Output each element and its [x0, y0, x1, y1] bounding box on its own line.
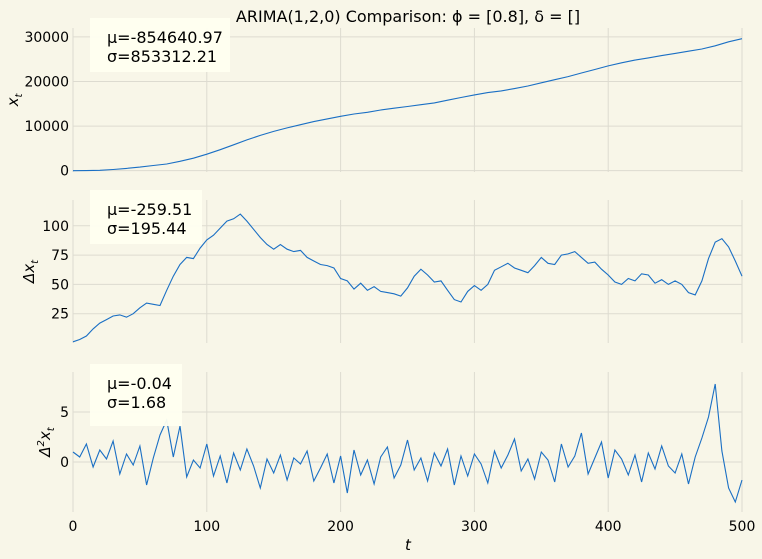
series-line: [72, 383, 743, 504]
y-tick-label: 10000: [24, 119, 69, 135]
y-axis-label: xt: [4, 93, 25, 108]
stats-text: σ=195.44: [107, 219, 187, 238]
panel-1: 0 10000 20000 30000 xt μ=-854640.97σ=853312.2…: [4, 18, 743, 180]
y-tick-label: 5: [60, 405, 69, 421]
chart-title: ARIMA(1,2,0) Comparison: ϕ = [0.8], δ = …: [236, 7, 580, 26]
x-axis-label: t: [405, 536, 412, 554]
x-tick-label: 100: [193, 519, 220, 535]
y-tick-label: 0: [60, 164, 69, 180]
y-tick-label: 25: [51, 307, 69, 323]
series-line: [72, 213, 743, 343]
stats-text: μ=-0.04: [107, 374, 172, 393]
x-tick-label: 300: [461, 519, 488, 535]
stats-box: [90, 190, 202, 244]
stats-text: σ=853312.21: [107, 47, 217, 66]
stats-text: μ=-259.51: [107, 200, 192, 219]
stats-text: σ=1.68: [107, 393, 166, 412]
series-line: [72, 38, 743, 172]
y-tick-label: 0: [60, 455, 69, 471]
y-tick-label: 20000: [24, 74, 69, 90]
y-tick-label: 50: [51, 277, 69, 293]
x-tick-label: 500: [729, 519, 756, 535]
stats-box: [90, 18, 230, 72]
stats-box: [90, 364, 182, 426]
y-axis-label: Δ2xt: [36, 426, 57, 458]
y-axis-label: Δxt: [20, 259, 41, 284]
y-tick-label: 30000: [24, 30, 69, 46]
x-tick-label: 400: [595, 519, 622, 535]
y-tick-label: 75: [51, 248, 69, 264]
x-tick-label: 200: [327, 519, 354, 535]
y-tick-label: 100: [42, 219, 69, 235]
stats-text: μ=-854640.97: [107, 28, 223, 47]
x-tick-label: 0: [69, 519, 78, 535]
panel-2: 25 50 75 100 Δxt μ=-259.51σ=195.44: [20, 190, 743, 343]
